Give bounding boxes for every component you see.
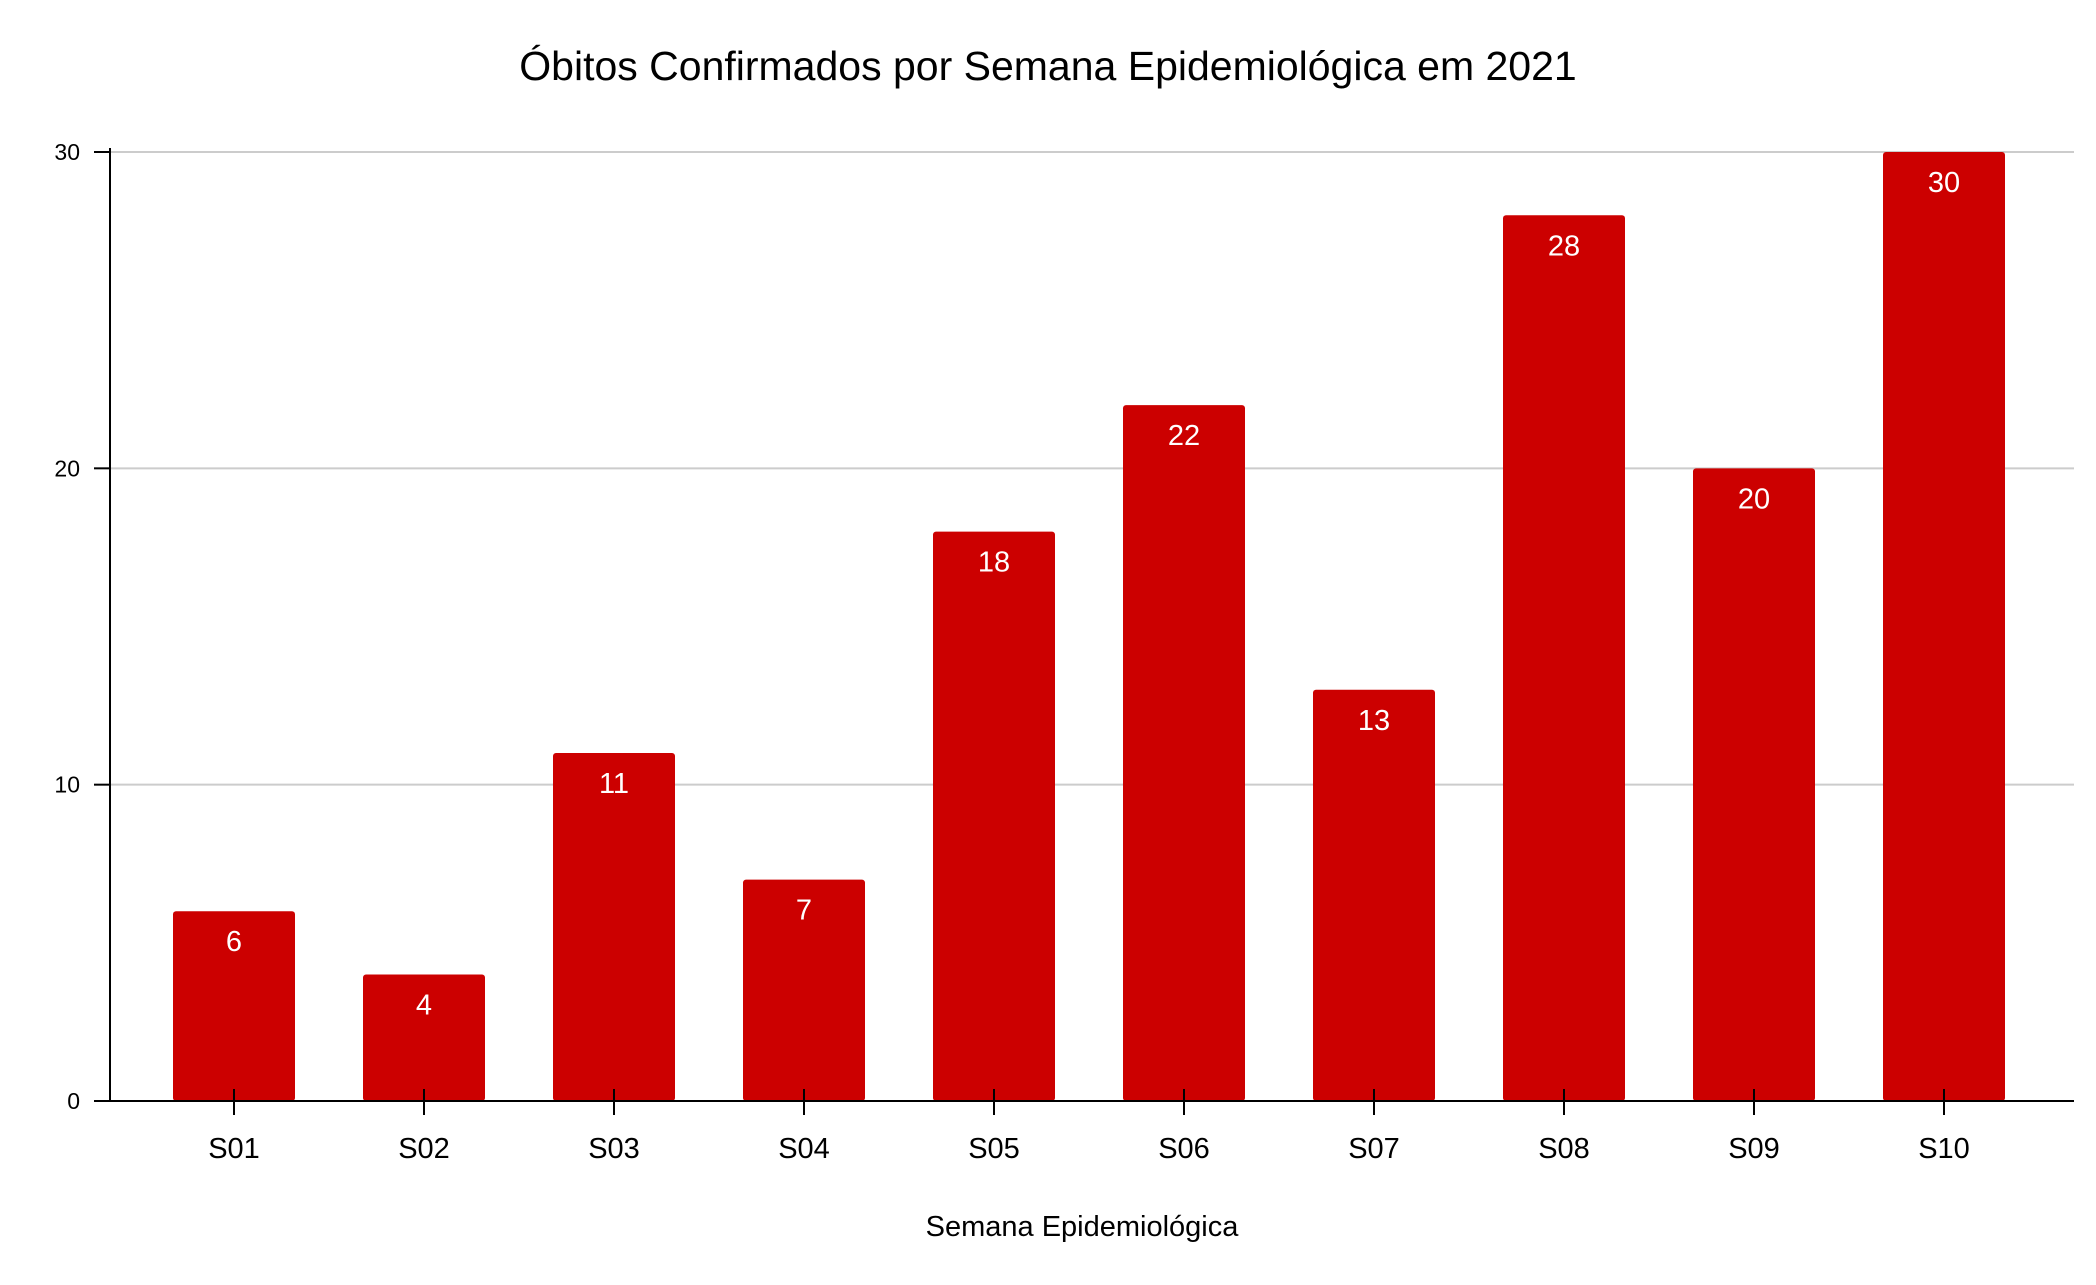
data-labels: 6 4 11 7 18 22 13 28 20 30 [226, 167, 1960, 1021]
bar-s08 [1503, 215, 1625, 1101]
bar-s05 [933, 531, 1055, 1101]
x-tick-label: S03 [588, 1133, 640, 1165]
x-tick-label: S06 [1158, 1133, 1210, 1165]
x-tick-label: S05 [968, 1133, 1020, 1165]
bars [173, 152, 2005, 1102]
x-axis-label: Semana Epidemiológica [926, 1211, 1240, 1243]
x-tick-label: S04 [778, 1133, 830, 1165]
bar-s02 [363, 974, 485, 1101]
y-tick-label: 30 [54, 139, 80, 165]
bar-s06 [1123, 405, 1245, 1102]
x-tick-label: S02 [398, 1133, 450, 1165]
data-label: 11 [599, 768, 629, 800]
data-label: 4 [416, 989, 432, 1021]
data-label: 20 [1738, 483, 1770, 515]
x-tick-label: S01 [208, 1133, 260, 1165]
data-label: 22 [1168, 420, 1200, 452]
data-label: 7 [796, 895, 812, 927]
bar-s04 [743, 879, 865, 1101]
x-tick-label: S08 [1538, 1133, 1590, 1165]
bar-s07 [1313, 689, 1435, 1101]
bar-s01 [173, 911, 295, 1101]
chart-title: Óbitos Confirmados por Semana Epidemioló… [519, 43, 1576, 89]
data-label: 13 [1358, 705, 1390, 737]
bar-s10 [1883, 152, 2005, 1101]
axes: 0 10 20 30 S01 S02 S03 S04 S05 S06 S07 S08 S09 S10 [54, 139, 2074, 1165]
x-tick-label: S07 [1348, 1133, 1400, 1165]
bar-s09 [1693, 468, 1815, 1101]
data-label: 28 [1548, 230, 1580, 262]
x-tick-label: S09 [1728, 1133, 1780, 1165]
x-tick-label: S10 [1918, 1133, 1970, 1165]
y-tick-label: 10 [54, 772, 80, 798]
y-tick-label: 0 [67, 1088, 80, 1114]
data-label: 30 [1928, 167, 1960, 199]
data-label: 18 [978, 547, 1010, 579]
bar-s03 [553, 753, 675, 1101]
y-tick-label: 20 [54, 455, 80, 481]
data-label: 6 [226, 926, 242, 958]
